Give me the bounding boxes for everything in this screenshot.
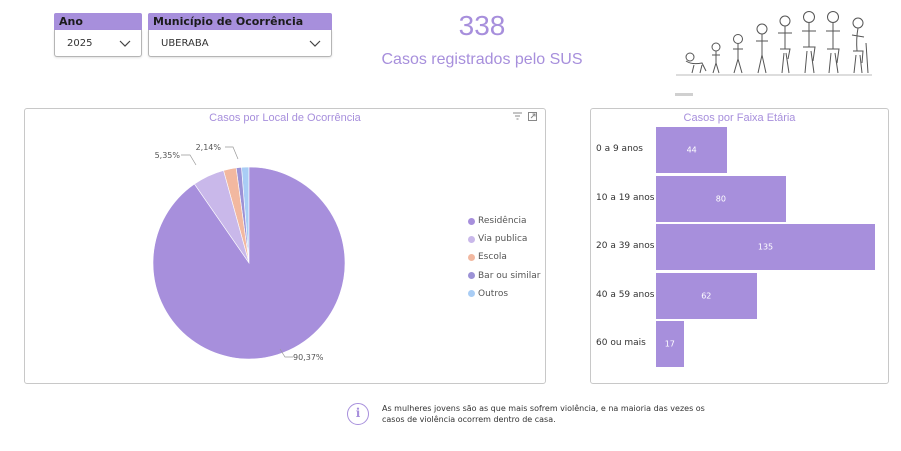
bar-value-label: 135 xyxy=(757,242,774,252)
bar-category-label: 40 a 59 anos xyxy=(596,289,655,300)
bar-value-label: 62 xyxy=(701,291,712,300)
legend-item[interactable]: Escola xyxy=(468,248,541,266)
pie-chart: 90,37% 5,35% 2,14% xyxy=(152,143,346,362)
bar-4[interactable]: 17 xyxy=(656,321,684,367)
bar-category-label: 60 ou mais xyxy=(596,338,646,348)
bar-0[interactable]: 44 xyxy=(656,127,728,173)
pie-legend: Residência Via publica Escola Bar ou simila… xyxy=(468,212,541,303)
bar-value-label: 44 xyxy=(686,145,697,155)
bar-category-label: 20 a 39 anos xyxy=(596,241,655,251)
pie-slice-resid-ncia[interactable] xyxy=(152,166,346,360)
carousel-indicator xyxy=(675,93,693,96)
legend-label: Bar ou similar xyxy=(478,270,541,281)
pie-label-escola: 2,14% xyxy=(196,143,222,152)
info-note: i As mulheres jovens são as que mais sof… xyxy=(347,403,742,425)
info-icon: i xyxy=(347,403,369,425)
year-slicer-label: Ano xyxy=(54,13,142,30)
kpi-label: Casos registrados pelo SUS xyxy=(381,51,583,68)
legend-item[interactable]: Bar ou similar xyxy=(468,267,541,285)
people-growth-illustration xyxy=(676,11,872,76)
year-slicer[interactable]: Ano 2025 xyxy=(54,13,142,57)
legend-label: Outros xyxy=(478,288,509,299)
bar-3[interactable]: 62 xyxy=(656,272,757,319)
municipality-slicer-label: Município de Ocorrência xyxy=(148,13,332,30)
pie-label-via-publica: 5,35% xyxy=(155,151,181,160)
info-text-line1: As mulheres jovens são as que mais sofre… xyxy=(382,404,705,413)
bar-category-label: 0 a 9 anos xyxy=(596,144,643,154)
legend-item[interactable]: Residência xyxy=(468,212,541,230)
legend-label: Escola xyxy=(478,252,507,263)
municipality-value: UBERABA xyxy=(161,38,209,49)
legend-label: Residência xyxy=(478,216,527,227)
bar-category-label: 10 a 19 anos xyxy=(596,192,655,203)
pie-chart-card: Casos por Local de Ocorrência 90,37% 5,3… xyxy=(24,108,546,384)
legend-item[interactable]: Outros xyxy=(468,285,541,303)
legend-marker xyxy=(468,290,475,298)
municipality-dropdown[interactable]: UBERABA xyxy=(148,30,332,57)
pie-label-residencia: 90,37% xyxy=(293,353,324,362)
chevron-down-icon[interactable] xyxy=(309,37,321,49)
chevron-down-icon[interactable] xyxy=(119,37,131,49)
bar-chart-title: Casos por Faixa Etária xyxy=(683,112,796,124)
bar-value-label: 80 xyxy=(715,194,726,203)
filter-icon[interactable] xyxy=(513,112,522,120)
municipality-slicer[interactable]: Município de Ocorrência UBERABA xyxy=(148,13,332,57)
bar-chart-card: Casos por Faixa Etária 0 a 9 anos 44 10 a … xyxy=(590,108,889,384)
bar-value-label: 17 xyxy=(664,339,675,349)
bar-1[interactable]: 80 xyxy=(656,175,786,222)
legend-marker xyxy=(468,253,475,261)
year-value: 2025 xyxy=(67,38,93,49)
bar-2[interactable]: 135 xyxy=(656,224,875,270)
kpi-value: 338 xyxy=(458,10,506,41)
legend-marker xyxy=(468,235,475,243)
info-text-line2: casos de violência ocorrem dentro de cas… xyxy=(382,415,556,424)
pie-chart-title: Casos por Local de Ocorrência xyxy=(209,112,361,124)
legend-item[interactable]: Via publica xyxy=(468,230,541,248)
year-dropdown[interactable]: 2025 xyxy=(54,30,142,57)
focus-mode-icon[interactable] xyxy=(528,112,537,121)
legend-marker xyxy=(468,272,475,280)
legend-label: Via publica xyxy=(478,234,528,245)
legend-marker xyxy=(468,217,475,225)
